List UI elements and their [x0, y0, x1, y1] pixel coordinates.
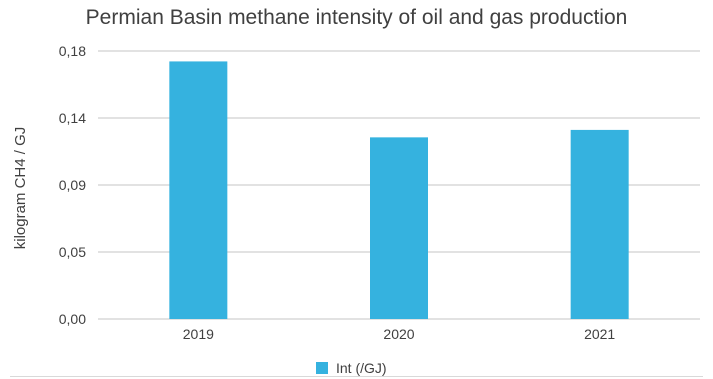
y-tick-label: 0,00: [59, 311, 86, 327]
y-tick-labels: 0,00 0,05 0,09 0,14 0,18: [59, 43, 86, 327]
legend-label: Int (/GJ): [336, 360, 387, 376]
x-tick-label: 2021: [584, 326, 615, 342]
bars: [169, 61, 629, 320]
bar-2020: [370, 137, 428, 319]
bar-2019: [169, 61, 228, 320]
y-axis-label: kilogram CH4 / GJ: [12, 127, 29, 250]
bottom-divider: [10, 376, 703, 377]
x-tick-label: 2019: [183, 326, 214, 342]
chart-title: Permian Basin methane intensity of oil a…: [85, 6, 628, 29]
legend: Int (/GJ): [316, 359, 387, 377]
y-tick-label: 0,18: [59, 43, 86, 59]
y-tick-label: 0,09: [59, 177, 86, 193]
y-tick-label: 0,14: [59, 110, 86, 126]
legend-swatch: [316, 362, 328, 374]
x-tick-label: 2020: [383, 326, 414, 342]
bar-2021: [570, 129, 629, 319]
x-tick-labels: 2019 2020 2021: [183, 326, 616, 342]
y-tick-label: 0,05: [59, 244, 86, 260]
